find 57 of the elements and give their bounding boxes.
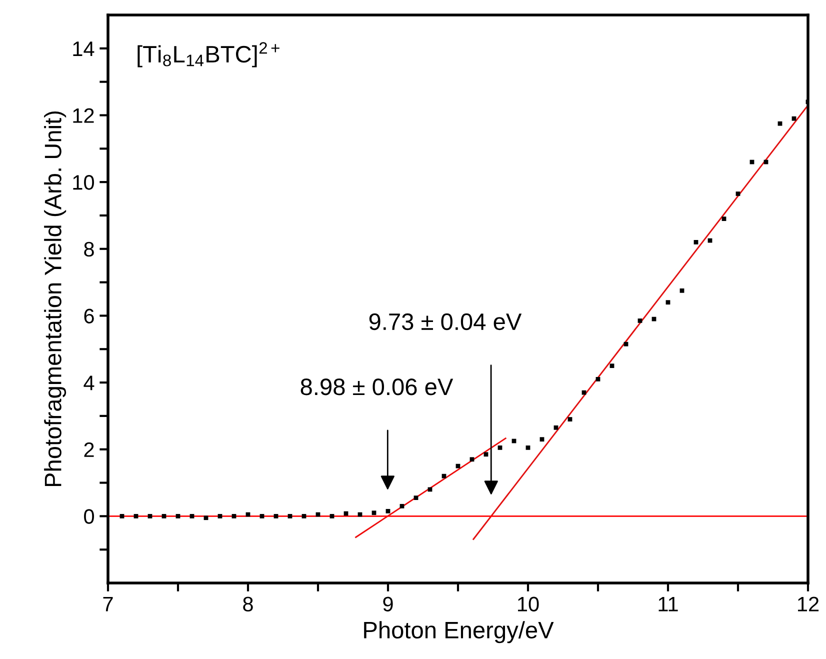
y-tick-label: 6 bbox=[84, 308, 94, 324]
point bbox=[540, 437, 544, 442]
point bbox=[260, 514, 264, 518]
point bbox=[596, 376, 600, 382]
point bbox=[694, 240, 698, 244]
x-axis-title: Photon Energy/eV bbox=[364, 621, 554, 644]
point bbox=[288, 514, 292, 518]
point bbox=[610, 364, 614, 368]
x-tick-label: 10 bbox=[518, 596, 539, 612]
y-tick-label: 12 bbox=[73, 108, 94, 123]
point bbox=[484, 452, 488, 457]
x-tick-label: 11 bbox=[658, 596, 678, 612]
x-tick-label: 8 bbox=[243, 596, 253, 612]
point bbox=[442, 474, 446, 478]
point bbox=[680, 288, 684, 293]
point bbox=[554, 425, 558, 430]
point bbox=[218, 514, 222, 518]
point bbox=[624, 342, 628, 346]
point bbox=[120, 514, 124, 518]
y-tick-label: 2 bbox=[84, 442, 94, 457]
y-tick-label: 8 bbox=[84, 242, 94, 257]
point bbox=[302, 514, 306, 518]
annotation: [Ti$_{8}$L$_{14}$BTC]$^{2+}$ bbox=[138, 42, 280, 68]
point bbox=[456, 464, 460, 468]
x-tick-label: 9 bbox=[383, 596, 393, 612]
point bbox=[134, 514, 138, 518]
point bbox=[232, 514, 236, 518]
point bbox=[372, 510, 376, 516]
point bbox=[330, 514, 334, 518]
point bbox=[722, 216, 726, 222]
point bbox=[190, 514, 194, 518]
y-tick-label: 0 bbox=[84, 509, 94, 524]
y-tick-label: 14 bbox=[73, 42, 94, 56]
point bbox=[400, 504, 404, 508]
x-tick-label: 7 bbox=[103, 596, 113, 612]
point bbox=[148, 514, 152, 518]
point bbox=[792, 116, 796, 121]
y-tick-label: 10 bbox=[73, 175, 94, 190]
point bbox=[638, 318, 642, 323]
point bbox=[736, 192, 740, 196]
point bbox=[162, 514, 166, 518]
point bbox=[204, 516, 208, 520]
point bbox=[274, 514, 278, 518]
point bbox=[470, 457, 474, 462]
point bbox=[414, 496, 418, 500]
point bbox=[526, 445, 530, 450]
point bbox=[176, 514, 180, 518]
point bbox=[568, 417, 572, 422]
point bbox=[386, 508, 390, 514]
point bbox=[666, 300, 670, 305]
point bbox=[498, 445, 502, 450]
annotation: 9.73 ± 0.04 eV bbox=[369, 313, 522, 330]
y-tick-label: 4 bbox=[84, 376, 94, 390]
y-axis-title: Photofragmentation Yield (Arb. Unit) bbox=[44, 111, 66, 486]
point bbox=[778, 121, 782, 126]
annotation: 8.98 ± 0.06 eV bbox=[300, 378, 454, 396]
x-tick-label: 12 bbox=[798, 596, 819, 612]
